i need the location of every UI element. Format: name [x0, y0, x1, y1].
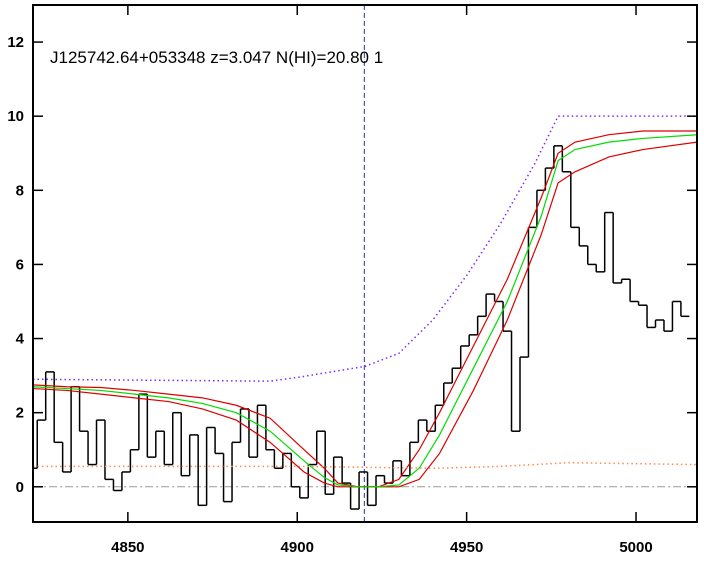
plot-area: [33, 5, 697, 522]
y-tick-label: 6: [16, 256, 24, 273]
y-tick-label: 12: [7, 34, 24, 51]
y-tick-label: 8: [16, 182, 24, 199]
dotted-curve: [33, 115, 697, 382]
x-tick-label: 4900: [281, 539, 314, 556]
x-tick-label: 4850: [111, 539, 144, 556]
x-tick-label: 5000: [619, 539, 652, 556]
y-tick-label: 0: [16, 479, 24, 496]
y-tick-label: 2: [16, 405, 24, 422]
x-tick-label: 4950: [450, 539, 483, 556]
y-tick-label: 4: [16, 331, 25, 348]
chart-title: J125742.64+053348 z=3.047 N(HI)=20.80 1: [50, 48, 383, 67]
axes-frame: [32, 4, 698, 523]
y-tick-label: 10: [7, 108, 24, 125]
model-curve: [33, 134, 697, 488]
